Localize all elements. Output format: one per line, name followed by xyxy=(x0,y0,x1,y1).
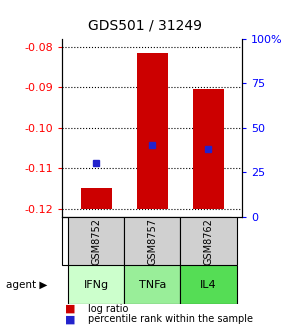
Bar xyxy=(193,89,224,209)
Bar xyxy=(124,217,180,265)
Bar xyxy=(124,265,180,304)
Text: GSM8762: GSM8762 xyxy=(204,218,213,264)
Text: GSM8752: GSM8752 xyxy=(91,218,101,264)
Text: agent ▶: agent ▶ xyxy=(6,280,47,290)
Text: IL4: IL4 xyxy=(200,280,217,290)
Text: TNFa: TNFa xyxy=(139,280,166,290)
Text: GSM8757: GSM8757 xyxy=(147,218,157,264)
Bar xyxy=(68,265,124,304)
Bar xyxy=(68,217,124,265)
Text: log ratio: log ratio xyxy=(88,304,129,314)
Bar xyxy=(81,187,112,209)
Text: IFNg: IFNg xyxy=(84,280,109,290)
Text: ■: ■ xyxy=(65,304,76,314)
Text: ■: ■ xyxy=(65,314,76,324)
Text: percentile rank within the sample: percentile rank within the sample xyxy=(88,314,253,324)
Bar xyxy=(180,217,237,265)
Bar xyxy=(180,265,237,304)
Bar xyxy=(137,53,168,209)
Text: GDS501 / 31249: GDS501 / 31249 xyxy=(88,18,202,33)
